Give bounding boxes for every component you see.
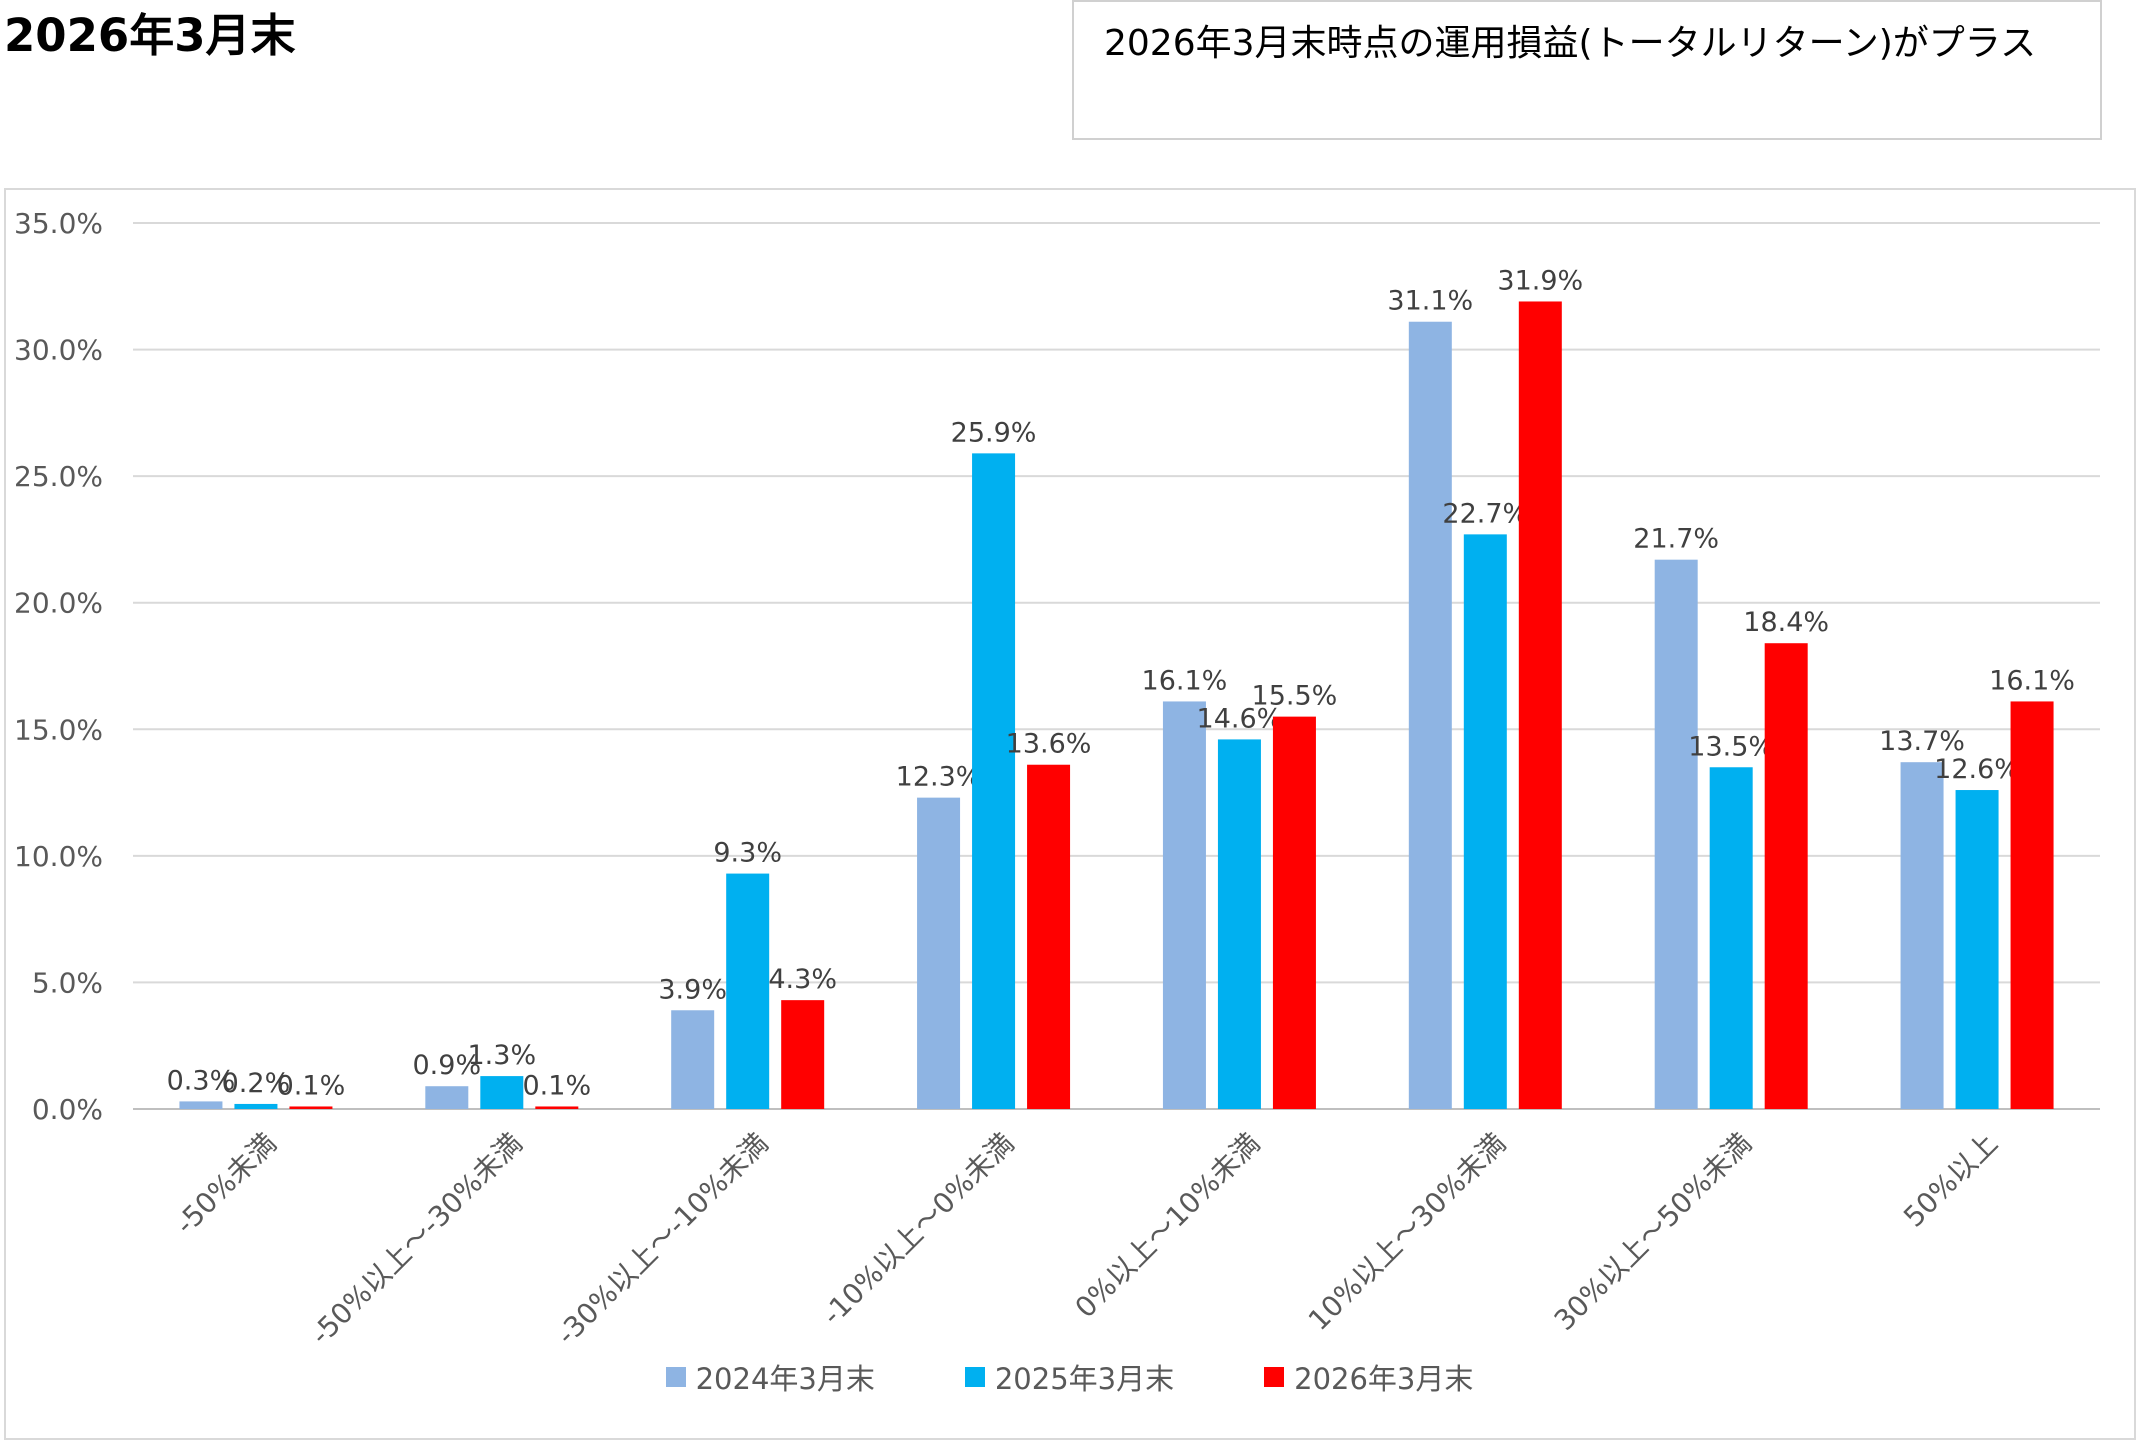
bar xyxy=(480,1076,524,1109)
data-label: 9.3% xyxy=(713,838,782,869)
bar xyxy=(671,1010,715,1109)
legend-swatch xyxy=(964,1367,985,1387)
x-tick-label: -50%以上～-30%未満 xyxy=(304,1127,529,1352)
bar xyxy=(1272,716,1316,1109)
bar xyxy=(2010,701,2054,1109)
y-tick-label: 0.0% xyxy=(32,1093,103,1126)
data-label: 1.3% xyxy=(468,1040,537,1071)
legend-swatch xyxy=(665,1367,686,1387)
data-label: 21.7% xyxy=(1633,524,1719,555)
data-label: 13.6% xyxy=(1006,729,1092,760)
x-tick-label: -30%以上～-10%未満 xyxy=(550,1127,775,1352)
bar xyxy=(1518,301,1562,1110)
x-tick-label: 0%以上～10%未満 xyxy=(1069,1127,1267,1325)
data-label: 18.4% xyxy=(1743,607,1829,638)
data-label: 16.1% xyxy=(1989,665,2075,696)
note-text: 2026年3月末時点の運用損益(トータルリターン)がプラス xyxy=(1104,23,2037,64)
data-label: 13.5% xyxy=(1688,731,1774,762)
x-tick-label: -10%以上～0%未満 xyxy=(816,1127,1021,1332)
data-label: 31.9% xyxy=(1497,265,1583,296)
legend-item: 2025年3月末 xyxy=(964,1356,1175,1398)
legend-item: 2024年3月末 xyxy=(665,1356,875,1398)
y-tick-label: 25.0% xyxy=(14,460,103,493)
legend-label: 2026年3月末 xyxy=(1294,1362,1474,1396)
legend-label: 2025年3月末 xyxy=(994,1362,1175,1396)
data-label: 0.2% xyxy=(222,1068,291,1099)
bar xyxy=(1463,534,1507,1109)
y-tick-label: 15.0% xyxy=(14,713,103,746)
legend-label: 2024年3月末 xyxy=(695,1362,875,1396)
x-tick-label: -50%未満 xyxy=(169,1127,283,1241)
data-label: 22.7% xyxy=(1442,498,1528,529)
data-label: 16.1% xyxy=(1142,665,1228,696)
bar xyxy=(1217,739,1261,1109)
bar xyxy=(972,453,1016,1109)
data-label: 15.5% xyxy=(1252,681,1338,712)
bar xyxy=(179,1101,223,1109)
data-label: 0.3% xyxy=(167,1065,236,1096)
data-label: 0.9% xyxy=(413,1050,482,1081)
bar xyxy=(1027,764,1071,1109)
y-tick-label: 35.0% xyxy=(14,207,103,240)
bar xyxy=(289,1106,333,1109)
data-label: 12.6% xyxy=(1934,754,2020,785)
data-label: 25.9% xyxy=(951,417,1037,448)
bar xyxy=(1408,321,1452,1109)
x-tick-label: 30%以上～50%未満 xyxy=(1548,1127,1758,1337)
bar xyxy=(425,1086,469,1109)
bar xyxy=(1654,559,1698,1109)
data-label: 0.1% xyxy=(523,1070,592,1101)
y-tick-label: 20.0% xyxy=(14,587,103,620)
data-label: 12.3% xyxy=(896,762,982,793)
bar xyxy=(1709,767,1753,1109)
chart-frame xyxy=(4,188,2136,1440)
y-tick-label: 5.0% xyxy=(32,966,103,999)
data-label: 14.6% xyxy=(1197,703,1283,734)
bar xyxy=(726,873,770,1109)
data-label: 13.7% xyxy=(1879,726,1965,757)
bar xyxy=(781,1000,825,1109)
bar xyxy=(1162,701,1206,1109)
data-label: 31.1% xyxy=(1387,286,1473,317)
y-tick-label: 30.0% xyxy=(14,334,103,367)
y-tick-label: 10.0% xyxy=(14,840,103,873)
bar xyxy=(535,1106,579,1109)
data-label: 4.3% xyxy=(768,964,837,995)
bar xyxy=(917,797,961,1109)
x-tick-label: 50%以上 xyxy=(1897,1127,2004,1234)
chart-legend: 2024年3月末 2025年3月末 2026年3月末 xyxy=(0,1352,2139,1402)
data-label: 3.9% xyxy=(658,974,727,1005)
bar xyxy=(1955,790,1999,1109)
bar xyxy=(1900,762,1944,1109)
page-title: 2026年3月末 xyxy=(4,9,296,62)
bar xyxy=(1764,643,1808,1109)
legend-item: 2026年3月末 xyxy=(1264,1356,1473,1398)
legend-swatch xyxy=(1264,1367,1285,1387)
note-box: 2026年3月末時点の運用損益(トータルリターン)がプラス xyxy=(1072,0,2102,140)
bar xyxy=(234,1103,278,1109)
data-label: 0.1% xyxy=(277,1070,346,1101)
x-tick-label: 10%以上～30%未満 xyxy=(1302,1127,1512,1337)
